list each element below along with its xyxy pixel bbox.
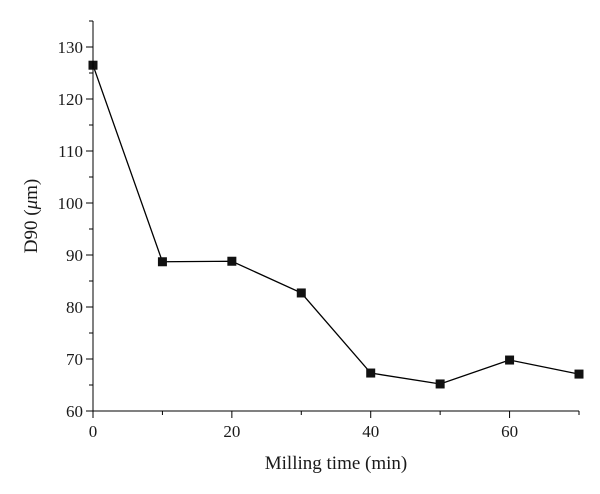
y-axis-title-unit: μ (21, 200, 42, 211)
x-axis-title: Milling time (min) (265, 453, 408, 474)
data-point (157, 257, 167, 267)
data-point (505, 355, 515, 365)
y-axis-title-suffix: m) (21, 179, 42, 200)
x-tick-label: 60 (501, 422, 518, 441)
data-point (296, 288, 306, 298)
data-point (435, 379, 445, 389)
data-point (227, 256, 237, 266)
y-tick-label: 90 (66, 246, 83, 265)
y-tick-label: 60 (66, 402, 83, 421)
plot-area (88, 60, 584, 389)
data-point (574, 369, 584, 379)
y-tick-label: 120 (58, 90, 84, 109)
axes (92, 21, 579, 412)
y-tick-label: 110 (58, 142, 83, 161)
x-tick-label: 40 (362, 422, 379, 441)
y-axis-title-prefix: D90 ( (21, 209, 42, 253)
ticks: 60 70 80 90 100 110 120 130 0 20 40 60 (58, 20, 580, 441)
series-line (92, 64, 580, 385)
y-tick-label: 130 (58, 38, 84, 57)
data-point (366, 368, 376, 378)
y-tick-label: 100 (58, 194, 84, 213)
x-tick-label: 20 (223, 422, 240, 441)
y-tick-label: 80 (66, 298, 83, 317)
y-axis-title: D90 (μm) (21, 179, 42, 253)
y-tick-label: 70 (66, 350, 83, 369)
x-tick-label: 0 (89, 422, 98, 441)
